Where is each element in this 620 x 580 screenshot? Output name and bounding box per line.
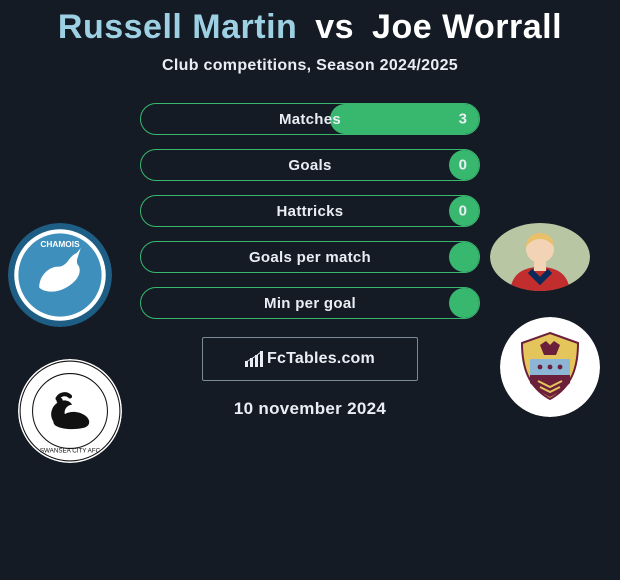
player1-club-crest: CHAMOIS [8,223,112,327]
stat-row: Hattricks 0 [140,195,480,227]
comparison-arena: CHAMOIS SWANSEA CITY AFC [0,103,620,319]
stat-label: Hattricks [277,203,344,220]
subtitle: Club competitions, Season 2024/2025 [0,57,620,75]
stat-fill-right [330,104,479,134]
stat-fill-right [449,242,479,272]
svg-text:CHAMOIS: CHAMOIS [40,239,80,249]
player1-club-crest-2: SWANSEA CITY AFC [18,359,122,463]
watermark: FcTables.com [202,337,418,381]
stat-row: Goals per match [140,241,480,273]
stat-label: Min per goal [264,295,356,312]
svg-text:SWANSEA CITY AFC: SWANSEA CITY AFC [40,448,101,455]
stat-label: Matches [279,111,341,128]
stat-fill-right [449,288,479,318]
stat-row: Goals 0 [140,149,480,181]
watermark-text: FcTables.com [267,350,375,368]
vs-label: vs [315,8,354,46]
stat-value-right: 0 [459,157,467,174]
player2-photo [490,223,590,291]
stat-row: Min per goal [140,287,480,319]
stat-rows: Matches 3 Goals 0 Hattricks 0 Goals per match M… [140,103,480,319]
stat-row: Matches 3 [140,103,480,135]
player1-name: Russell Martin [58,8,297,46]
stat-value-right: 3 [459,111,467,128]
stat-value-right: 0 [459,203,467,220]
player2-name: Joe Worrall [372,8,562,46]
comparison-title: Russell Martin vs Joe Worrall [0,0,620,47]
player2-club-crest [500,317,600,417]
stat-label: Goals per match [249,249,371,266]
stat-label: Goals [288,157,331,174]
bars-ascending-icon [245,351,265,367]
